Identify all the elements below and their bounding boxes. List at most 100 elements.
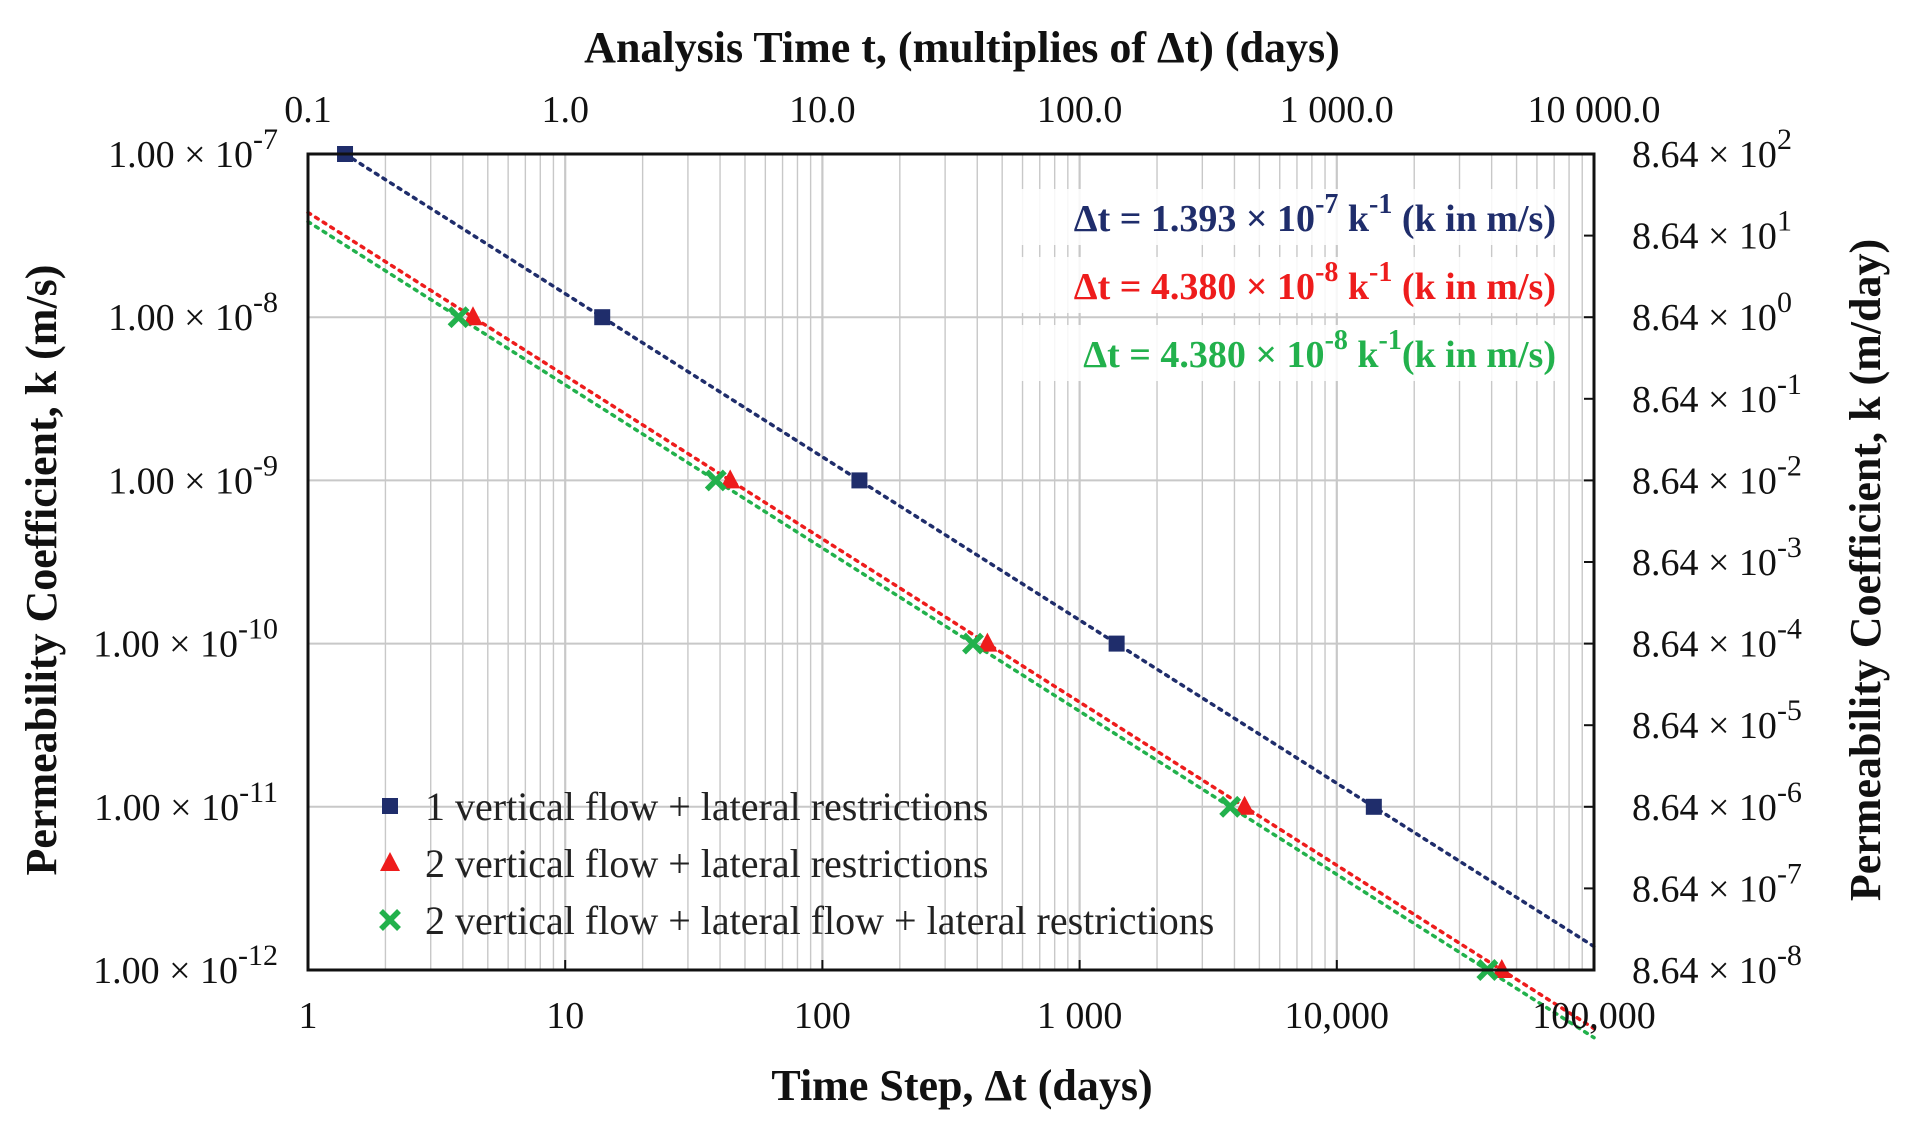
data-point-series-3 — [447, 306, 470, 329]
annotation-background — [1020, 257, 1560, 313]
right-tick-label: 8.64 × 102 — [1632, 123, 1792, 176]
right-tick-label: 8.64 × 10-3 — [1632, 531, 1802, 584]
x-tick-label: 1 000 — [1037, 995, 1123, 1037]
right-tick-exponent: -6 — [1777, 776, 1802, 809]
right-tick-exponent: -2 — [1777, 449, 1802, 482]
annotation-k-exponent: -1 — [1369, 257, 1392, 288]
right-tick-mantissa: 8.64 × 10 — [1632, 705, 1777, 747]
right-tick-exponent: -7 — [1777, 857, 1802, 890]
annotation-units: (k in m/s) — [1402, 334, 1556, 376]
x-tick-label: 10 — [546, 995, 584, 1037]
data-point-series-2 — [462, 306, 483, 326]
y-tick-exponent: -10 — [238, 613, 278, 646]
right-tick-exponent: -1 — [1777, 368, 1802, 401]
annotation-exponent: -7 — [1315, 189, 1338, 220]
y-tick-mantissa: 1.00 × 10 — [93, 950, 238, 992]
right-tick-label: 8.64 × 101 — [1632, 205, 1792, 258]
grid-layer — [308, 154, 1594, 970]
annotation-exponent: -8 — [1315, 257, 1338, 288]
data-point-series-3 — [962, 632, 984, 655]
legend-label-series-2: 2 vertical flow + lateral restrictions — [425, 841, 988, 886]
data-point-series-3 — [704, 469, 727, 492]
data-point-series-2 — [720, 469, 741, 489]
right-tick-mantissa: 8.64 × 10 — [1632, 379, 1777, 421]
annotation-k: k — [1338, 198, 1370, 240]
fit-line-series-1 — [343, 152, 1596, 949]
y-tick-exponent: -11 — [239, 776, 278, 809]
y-tick-label: 1.00 × 10-11 — [94, 776, 278, 829]
annotations: Δt = 1.393 × 10-7 k-1 (k in m/s)Δt = 4.3… — [1020, 189, 1560, 381]
right-axis-title: Permeability Coefficient, k (m/day) — [1841, 239, 1890, 901]
y-tick-exponent: -7 — [253, 123, 278, 156]
data-point-series-2 — [1234, 795, 1255, 815]
x-tick-label: 100 — [794, 995, 851, 1037]
annotation-formula-1: Δt = 1.393 × 10-7 k-1 (k in m/s) — [1074, 189, 1556, 240]
right-tick-exponent: 2 — [1777, 123, 1792, 156]
right-tick-mantissa: 8.64 × 10 — [1632, 624, 1777, 666]
right-tick-label: 8.64 × 10-2 — [1632, 449, 1802, 502]
y-tick-mantissa: 1.00 × 10 — [108, 134, 253, 176]
annotation-formula-3: Δt = 4.380 × 10-8 k-1(k in m/s) — [1083, 325, 1556, 376]
data-point-series-2 — [977, 632, 998, 652]
data-point-series-1 — [594, 309, 611, 326]
fit-line-series-2 — [306, 210, 1596, 1031]
legend-marker-series-1 — [382, 798, 398, 814]
annotation-formula-2: Δt = 4.380 × 10-8 k-1 (k in m/s) — [1074, 257, 1556, 308]
top-tick-label: 1 000.0 — [1280, 89, 1394, 131]
y-tick-label: 1.00 × 10-8 — [108, 286, 278, 339]
data-point-series-3 — [1219, 795, 1242, 818]
right-tick-mantissa: 8.64 × 10 — [1632, 950, 1777, 992]
fit-lines-layer — [306, 152, 1596, 1040]
legend-label-series-3: 2 vertical flow + lateral flow + lateral… — [425, 898, 1214, 943]
annotation-background — [1020, 325, 1560, 381]
annotation-exponent: -8 — [1325, 325, 1348, 356]
annotation-background — [1020, 189, 1560, 245]
top-tick-label: 1.0 — [541, 89, 589, 131]
annotation-k-exponent: -1 — [1379, 325, 1402, 356]
annotation-prefix: Δt = 1.393 × 10 — [1074, 198, 1315, 240]
x-axis-title: Time Step, Δt (days) — [771, 1061, 1152, 1110]
top-tick-label: 100.0 — [1037, 89, 1123, 131]
y-tick-mantissa: 1.00 × 10 — [108, 460, 253, 502]
y-tick-label: 1.00 × 10-9 — [108, 449, 278, 502]
top-axis-title: Analysis Time t, (multiplies of Δt) (day… — [584, 23, 1340, 72]
right-tick-exponent: 1 — [1777, 205, 1792, 238]
right-tick-mantissa: 8.64 × 10 — [1632, 134, 1777, 176]
top-tick-label: 10.0 — [789, 89, 856, 131]
x-tick-label: 1 — [299, 995, 318, 1037]
right-tick-exponent: -3 — [1777, 531, 1802, 564]
right-tick-mantissa: 8.64 × 10 — [1632, 542, 1777, 584]
right-tick-exponent: -4 — [1777, 613, 1802, 646]
right-tick-label: 8.64 × 10-4 — [1632, 613, 1802, 666]
y-tick-exponent: -9 — [253, 449, 278, 482]
annotation-k: k — [1348, 334, 1380, 376]
annotation-k: k — [1338, 266, 1370, 308]
legend-marker-series-3 — [379, 909, 401, 931]
y-tick-mantissa: 1.00 × 10 — [94, 787, 239, 829]
right-tick-label: 8.64 × 10-7 — [1632, 857, 1802, 910]
top-tick-label: 10 000.0 — [1528, 89, 1661, 131]
y-tick-label: 1.00 × 10-12 — [93, 939, 278, 992]
right-tick-label: 8.64 × 100 — [1632, 286, 1792, 339]
plot-frame-layer — [306, 152, 1596, 972]
legend-label-series-1: 1 vertical flow + lateral restrictions — [425, 784, 988, 829]
y-axis-title: Permeability Coefficient, k (m/s) — [17, 265, 66, 876]
data-point-series-1 — [1108, 635, 1125, 652]
top-tick-label: 0.1 — [284, 89, 332, 131]
right-tick-label: 8.64 × 10-1 — [1632, 368, 1802, 421]
data-point-series-1 — [1365, 798, 1382, 815]
right-tick-mantissa: 8.64 × 10 — [1632, 297, 1777, 339]
data-point-series-1 — [851, 472, 868, 489]
y-tick-label: 1.00 × 10-7 — [108, 123, 278, 176]
x-tick-label: 100,000 — [1532, 995, 1656, 1037]
annotation-k-exponent: -1 — [1369, 189, 1392, 220]
right-tick-mantissa: 8.64 × 10 — [1632, 216, 1777, 258]
annotation-units: (k in m/s) — [1392, 266, 1556, 308]
right-tick-mantissa: 8.64 × 10 — [1632, 460, 1777, 502]
fit-line-series-3 — [306, 219, 1596, 1040]
right-tick-mantissa: 8.64 × 10 — [1632, 868, 1777, 910]
right-tick-label: 8.64 × 10-8 — [1632, 939, 1802, 992]
y-tick-label: 1.00 × 10-10 — [93, 613, 278, 666]
annotation-prefix: Δt = 4.380 × 10 — [1074, 266, 1315, 308]
